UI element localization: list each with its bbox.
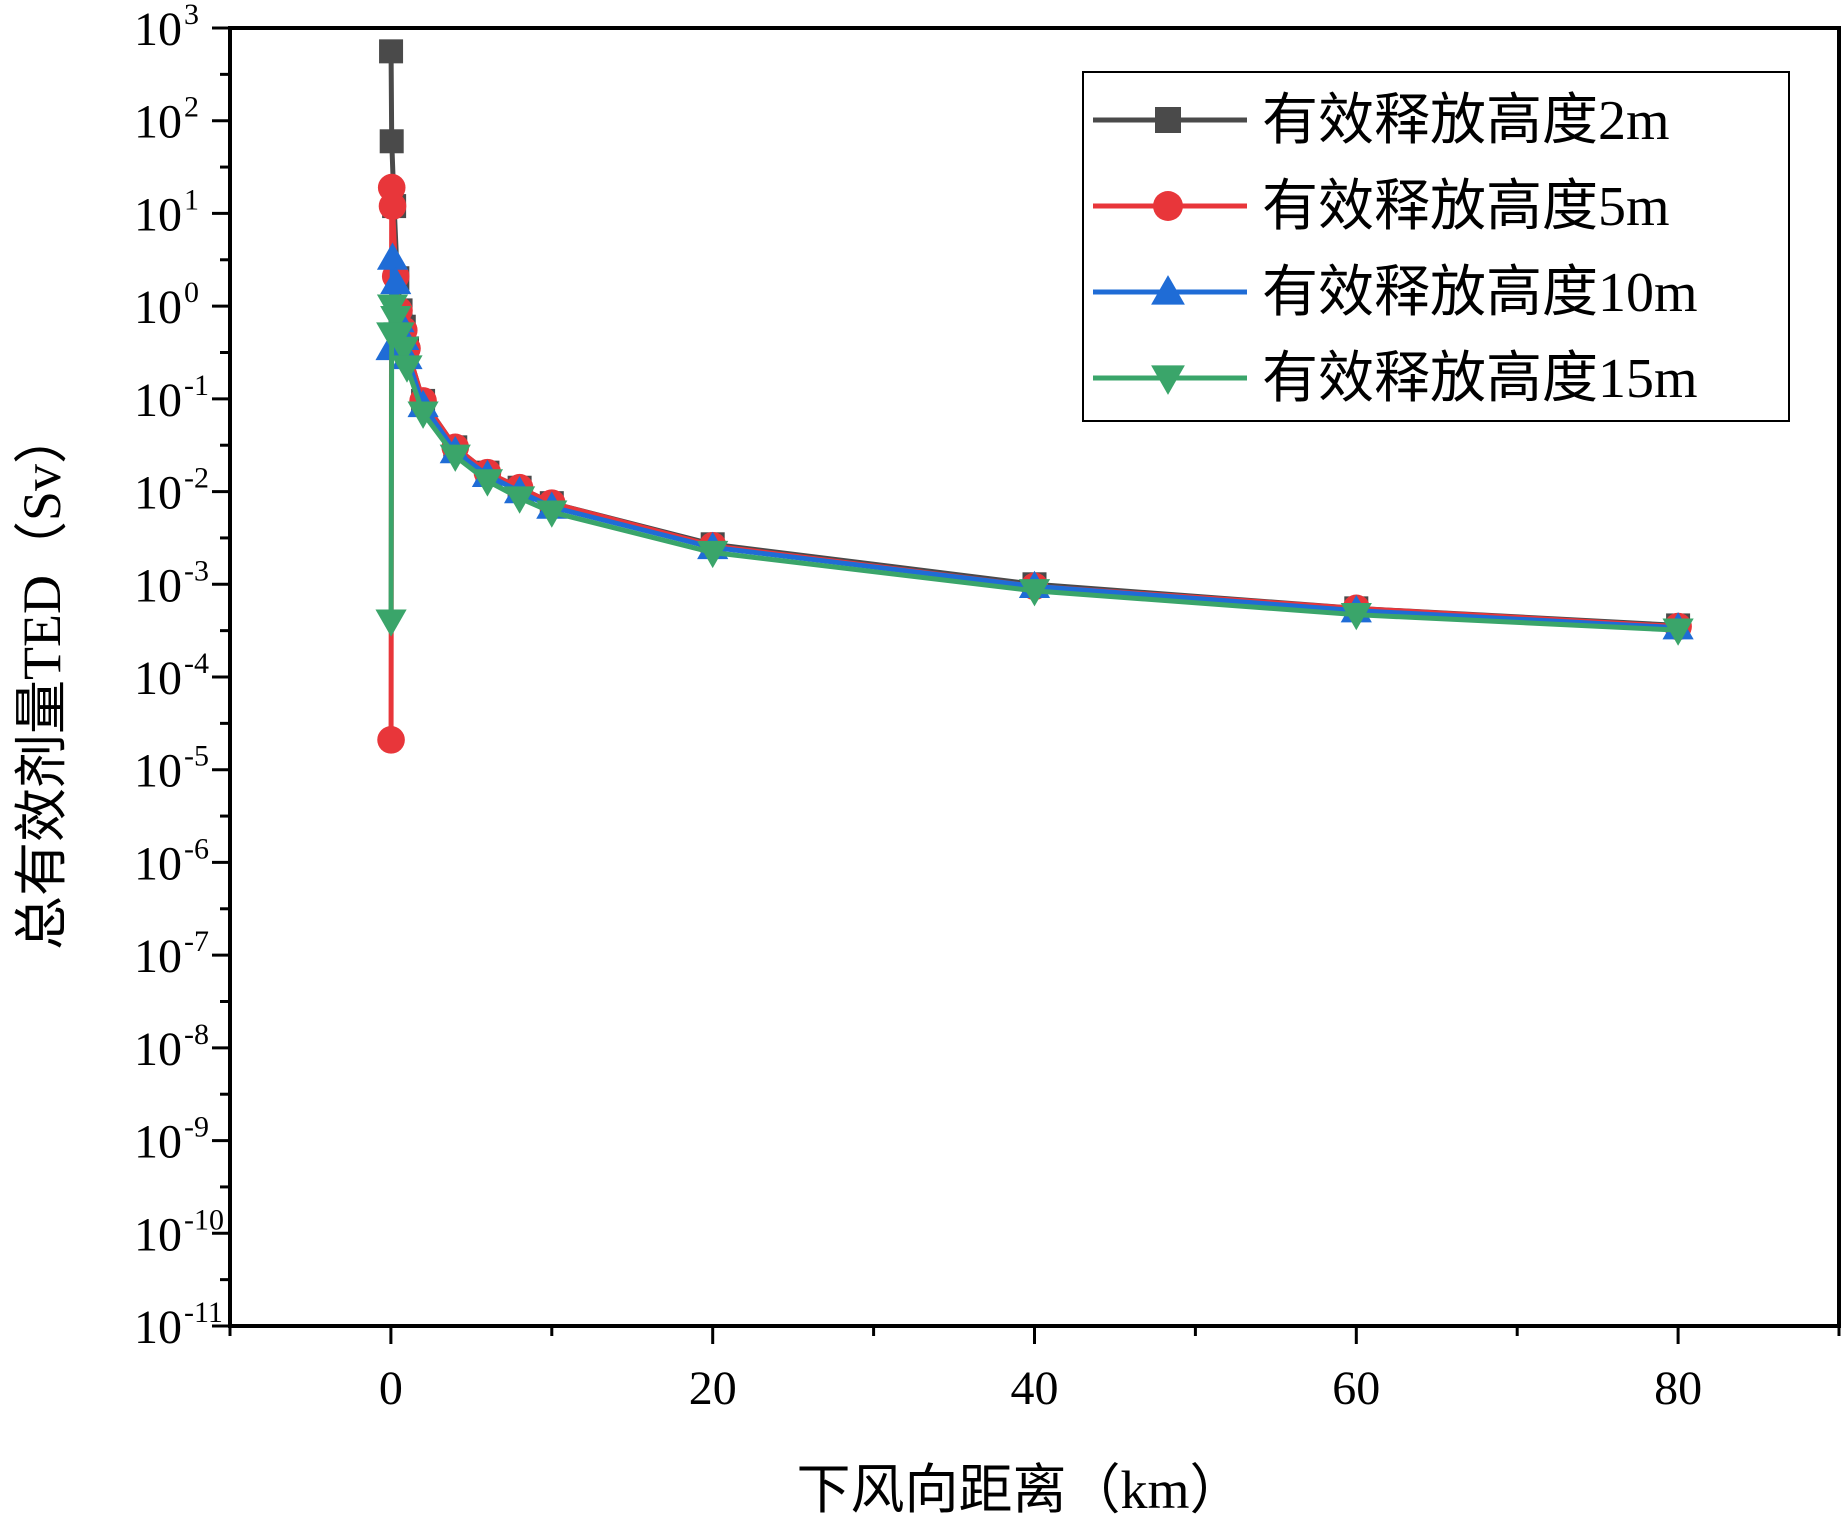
y-tick-label: 10 bbox=[134, 96, 182, 149]
data-point bbox=[1340, 602, 1372, 631]
y-tick-base: 10 bbox=[134, 374, 182, 427]
y-tick-base: 10 bbox=[134, 1301, 182, 1354]
data-point bbox=[378, 192, 407, 220]
y-tick-exponent: -10 bbox=[184, 1203, 224, 1236]
y-tick-exponent: -11 bbox=[184, 1296, 223, 1329]
y-tick-label: 10 bbox=[134, 837, 182, 890]
data-point bbox=[504, 486, 536, 514]
legend-item: 有效释放高度2m bbox=[1093, 90, 1670, 152]
legend-marker bbox=[1151, 365, 1185, 395]
y-tick-base: 10 bbox=[134, 652, 182, 705]
y-tick-label: 10 bbox=[134, 930, 182, 983]
y-tick-label: 10 bbox=[134, 1208, 182, 1261]
y-tick-exponent: 1 bbox=[184, 183, 199, 216]
x-tick-label: 0 bbox=[379, 1362, 403, 1415]
y-tick-base: 10 bbox=[134, 1116, 182, 1169]
y-tick-base: 10 bbox=[134, 3, 182, 56]
y-tick-exponent: 2 bbox=[184, 91, 199, 124]
y-tick-label: 10 bbox=[134, 745, 182, 798]
x-tick-label: 40 bbox=[1011, 1362, 1059, 1415]
y-tick-exponent: -8 bbox=[184, 1018, 209, 1051]
data-point bbox=[1018, 579, 1051, 607]
data-point bbox=[383, 322, 415, 350]
legend-marker bbox=[1151, 275, 1185, 305]
y-tick-label: 10 bbox=[134, 559, 182, 612]
legend-box bbox=[1082, 71, 1790, 422]
series-4 bbox=[375, 294, 1694, 646]
y-tick-label: 10 bbox=[134, 652, 182, 705]
legend-marker bbox=[1155, 107, 1181, 133]
y-tick-exponent: 0 bbox=[184, 276, 199, 309]
y-tick-base: 10 bbox=[134, 930, 182, 983]
data-point bbox=[1662, 618, 1694, 646]
data-point bbox=[388, 336, 420, 365]
y-tick-base: 10 bbox=[134, 96, 182, 149]
y-axis-title: 总有效剂量TED（Sv） bbox=[12, 410, 72, 950]
y-tick-exponent: -3 bbox=[184, 554, 209, 587]
legend-item: 有效释放高度15m bbox=[1093, 348, 1698, 410]
y-tick-exponent: -5 bbox=[184, 740, 209, 773]
y-tick-exponent: -7 bbox=[184, 925, 209, 958]
data-point bbox=[697, 540, 729, 569]
legend-item: 有效释放高度10m bbox=[1093, 262, 1698, 324]
data-point bbox=[379, 129, 404, 154]
x-tick-label: 80 bbox=[1654, 1362, 1702, 1415]
y-tick-label: 10 bbox=[134, 374, 182, 427]
legend-label: 有效释放高度5m bbox=[1262, 176, 1670, 238]
data-point bbox=[379, 39, 404, 64]
legend-label: 有效释放高度2m bbox=[1262, 90, 1670, 152]
y-tick-label: 10 bbox=[134, 1023, 182, 1076]
data-point bbox=[391, 355, 423, 383]
data-point bbox=[536, 500, 568, 528]
data-point bbox=[376, 242, 409, 270]
y-tick-base: 10 bbox=[134, 281, 182, 334]
y-tick-label: 10 bbox=[134, 467, 182, 520]
legend: 有效释放高度2m 有效释放高度5m 有效释放高度10m 有效释放高度15m bbox=[1082, 71, 1790, 422]
legend-item: 有效释放高度5m bbox=[1093, 176, 1670, 238]
y-tick-base: 10 bbox=[134, 1023, 182, 1076]
y-tick-label: 10 bbox=[134, 3, 182, 56]
y-tick-label: 10 bbox=[134, 281, 182, 334]
x-tick-label: 20 bbox=[689, 1362, 737, 1415]
y-tick-base: 10 bbox=[134, 1208, 182, 1261]
data-point bbox=[407, 401, 439, 429]
y-tick-label: 10 bbox=[134, 188, 182, 241]
data-point bbox=[380, 306, 412, 334]
data-point bbox=[471, 469, 504, 497]
y-tick-base: 10 bbox=[134, 559, 182, 612]
data-point bbox=[375, 609, 407, 637]
y-tick-base: 10 bbox=[134, 188, 182, 241]
y-tick-base: 10 bbox=[134, 837, 182, 890]
y-tick-base: 10 bbox=[134, 467, 182, 520]
y-tick-exponent: -1 bbox=[184, 369, 209, 402]
x-axis-title: 下风向距离（km） bbox=[796, 1460, 1243, 1519]
y-tick-exponent: -9 bbox=[184, 1111, 209, 1144]
legend-label: 有效释放高度15m bbox=[1262, 348, 1698, 410]
x-tick-label: 60 bbox=[1332, 1362, 1380, 1415]
y-tick-exponent: -2 bbox=[184, 462, 209, 495]
plot-layer bbox=[375, 39, 1694, 754]
y-tick-base: 10 bbox=[134, 745, 182, 798]
y-tick-label: 10 bbox=[134, 1116, 182, 1169]
y-tick-label: 10 bbox=[134, 1301, 182, 1354]
data-point bbox=[439, 444, 471, 472]
data-point bbox=[380, 266, 412, 295]
y-tick-exponent: -4 bbox=[184, 647, 209, 680]
x-axis-ticks: 0 20 40 60 80 bbox=[228, 1326, 1841, 1415]
legend-label: 有效释放高度10m bbox=[1262, 262, 1698, 324]
y-tick-exponent: -6 bbox=[184, 832, 209, 865]
legend-marker bbox=[1153, 191, 1183, 221]
data-point bbox=[377, 726, 405, 754]
y-tick-exponent: 3 bbox=[184, 0, 199, 31]
